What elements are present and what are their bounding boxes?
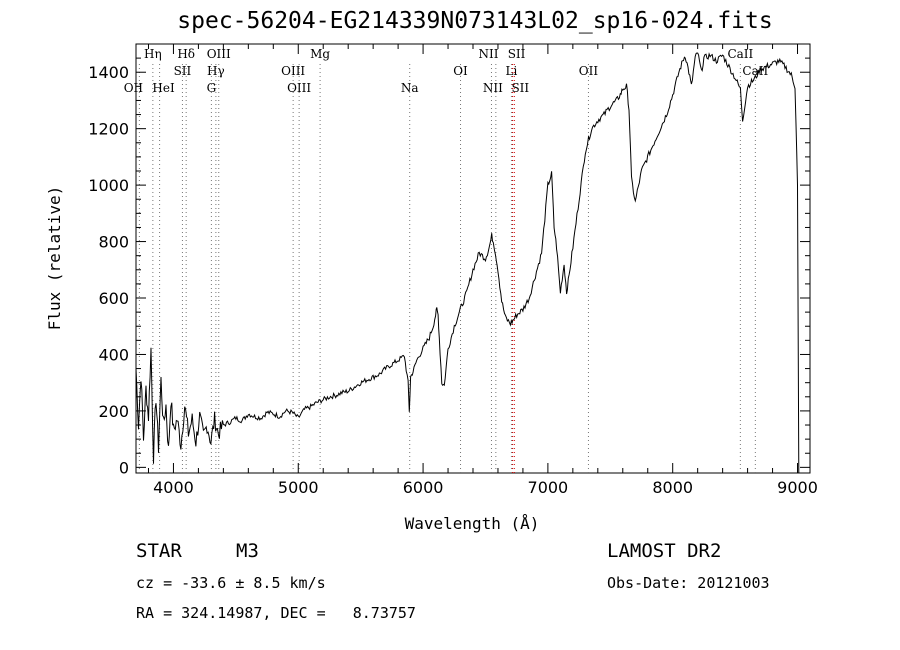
plot-border <box>135 43 811 474</box>
line-marker-label: OII <box>124 81 144 95</box>
line-marker-label: Mg <box>310 47 330 61</box>
y-axis: 0 200 400 600 800 1000 1200 1400 <box>88 57 810 477</box>
y-tick-label: 800 <box>98 233 129 252</box>
survey-name: LAMOST DR2 <box>607 540 722 562</box>
y-tick-label: 1200 <box>88 120 129 139</box>
y-tick-label: 0 <box>119 458 129 477</box>
line-marker-label: NII <box>483 81 503 95</box>
line-marker-label: Li <box>506 64 518 78</box>
x-axis-label: Wavelength (Å) <box>405 514 540 533</box>
plot-frame <box>135 43 811 474</box>
x-tick-label: 4000 <box>153 478 194 497</box>
line-marker-label: NII <box>478 47 498 61</box>
x-axis: 4000 5000 6000 7000 8000 9000 <box>147 44 818 497</box>
spectrum-series <box>135 52 800 474</box>
line-marker-label: SII <box>508 47 526 61</box>
line-marker-label: CaII <box>727 47 753 61</box>
line-marker-label: OIII <box>281 64 305 78</box>
line-marker-label: SII <box>511 81 529 95</box>
y-tick-label: 1000 <box>88 176 129 195</box>
line-marker-label: Hγ <box>207 64 225 78</box>
line-marker-label: OI <box>453 64 468 78</box>
line-marker-label: OIII <box>287 81 311 95</box>
object-class: STAR <box>136 540 182 562</box>
y-tick-label: 200 <box>98 402 129 421</box>
object-subclass: M3 <box>236 540 259 562</box>
line-marker-label: OIII <box>207 47 231 61</box>
y-tick-label: 400 <box>98 345 129 364</box>
x-tick-label: 6000 <box>403 478 444 497</box>
line-marker-label: Na <box>401 81 419 95</box>
x-tick-label: 9000 <box>777 478 818 497</box>
obs-date: Obs-Date: 20121003 <box>607 574 770 592</box>
spectrum-line <box>135 52 800 474</box>
line-marker-label: Hη <box>144 47 162 61</box>
y-axis-label: Flux (relative) <box>45 186 64 331</box>
x-tick-label: 8000 <box>652 478 693 497</box>
line-marker-label: G <box>207 81 217 95</box>
chart-title: spec-56204-EG214339N073143L02_sp16-024.f… <box>177 8 773 34</box>
line-marker-label: Hδ <box>177 47 195 61</box>
line-marker-label: OII <box>579 64 599 78</box>
line-marker-label: HeI <box>152 81 175 95</box>
line-marker-label: CaII <box>742 64 768 78</box>
coordinates: RA = 324.14987, DEC = 8.73757 <box>136 604 416 622</box>
y-tick-label: 600 <box>98 289 129 308</box>
line-marker-label: SII <box>174 64 192 78</box>
redshift-info: cz = -33.6 ± 8.5 km/s <box>136 574 326 592</box>
line-markers: Hη OII HeI Hδ SII OIII Hγ G OIII OIII Mg Na OI NII SII… <box>124 47 768 473</box>
x-tick-label: 7000 <box>528 478 569 497</box>
y-tick-label: 1400 <box>88 63 129 82</box>
x-tick-label: 5000 <box>278 478 319 497</box>
